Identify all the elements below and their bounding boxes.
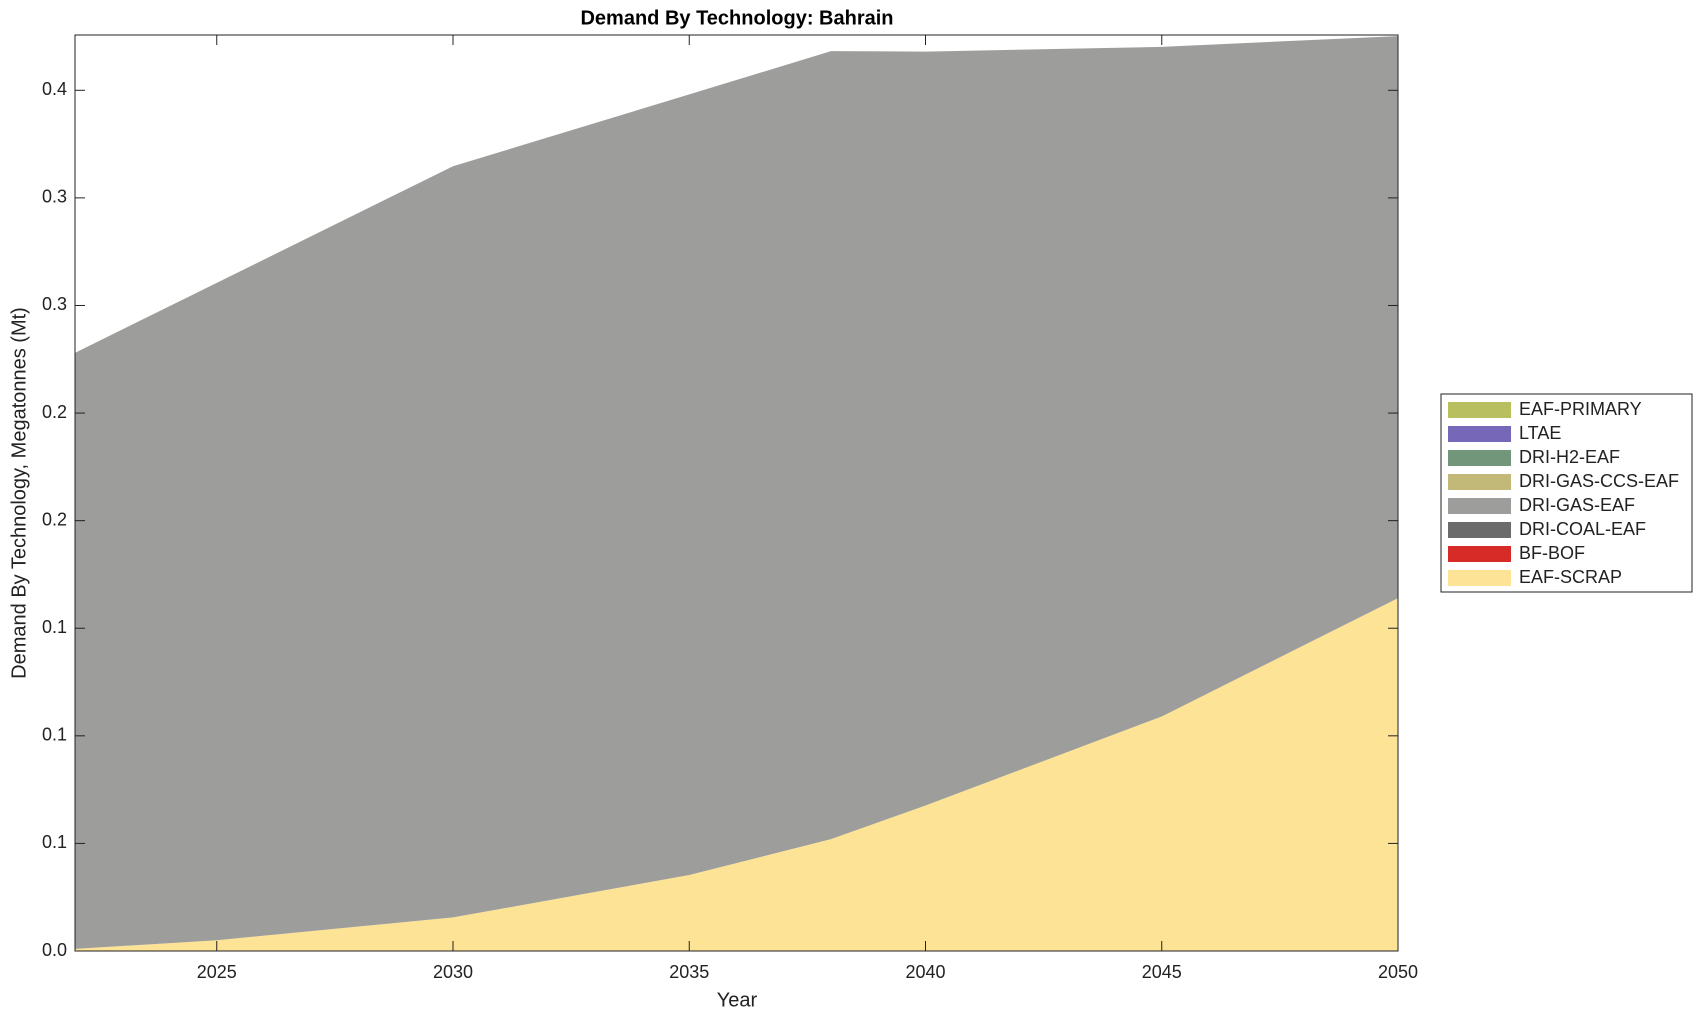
plot-area (75, 36, 1398, 951)
area (75, 598, 1398, 951)
legend-label: DRI-GAS-CCS-EAF (1519, 471, 1679, 491)
legend-swatch (1448, 498, 1511, 514)
y-tick-label: 0.3 (42, 294, 67, 314)
legend-label: DRI-GAS-EAF (1519, 495, 1635, 515)
x-tick-label: 2035 (669, 962, 709, 982)
legend-label: LTAE (1519, 423, 1561, 443)
x-tick-label: 2040 (905, 962, 945, 982)
chart-title: Demand By Technology: Bahrain (580, 7, 893, 29)
y-tick-label: 0.0 (42, 940, 67, 960)
y-tick-label: 0.1 (42, 725, 67, 745)
legend-swatch (1448, 402, 1511, 418)
area (75, 36, 1398, 949)
legend-swatch (1448, 474, 1511, 490)
y-tick-label: 0.2 (42, 402, 67, 422)
legend-swatch (1448, 426, 1511, 442)
x-axis-label: Year (717, 989, 758, 1011)
legend-swatch (1448, 450, 1511, 466)
y-tick-label: 0.1 (42, 832, 67, 852)
legend-swatch (1448, 546, 1511, 562)
plot-frame (74, 34, 1399, 952)
legend-swatch (1448, 570, 1511, 586)
legend-label: BF-BOF (1519, 543, 1585, 563)
legend-label: EAF-SCRAP (1519, 567, 1622, 587)
y-tick-label: 0.2 (42, 509, 67, 529)
legend-entries: EAF-SCRAP BF-BOF DRI-COAL-EAF DRI-GAS-EAF DR… (1448, 399, 1679, 587)
legend-swatch (1448, 522, 1511, 538)
legend-label: DRI-H2-EAF (1519, 447, 1620, 467)
y-axis-label: Demand By Technology, Megatonnes (Mt) (8, 307, 30, 679)
axes: 0.0 0.1 0.1 0.1 0.2 0.2 0.3 0.3 0.4 2025 2030 2035 2… (42, 34, 1418, 982)
x-tick-label: 2045 (1142, 962, 1182, 982)
y-tick-label: 0.3 (42, 187, 67, 207)
x-tick-label: 2025 (197, 962, 237, 982)
x-tick-label: 2030 (433, 962, 473, 982)
y-tick-label: 0.1 (42, 617, 67, 637)
x-tick-label: 2050 (1378, 962, 1418, 982)
legend-label: EAF-PRIMARY (1519, 399, 1642, 419)
y-tick-label: 0.4 (42, 79, 67, 99)
legend-label: DRI-COAL-EAF (1519, 519, 1646, 539)
